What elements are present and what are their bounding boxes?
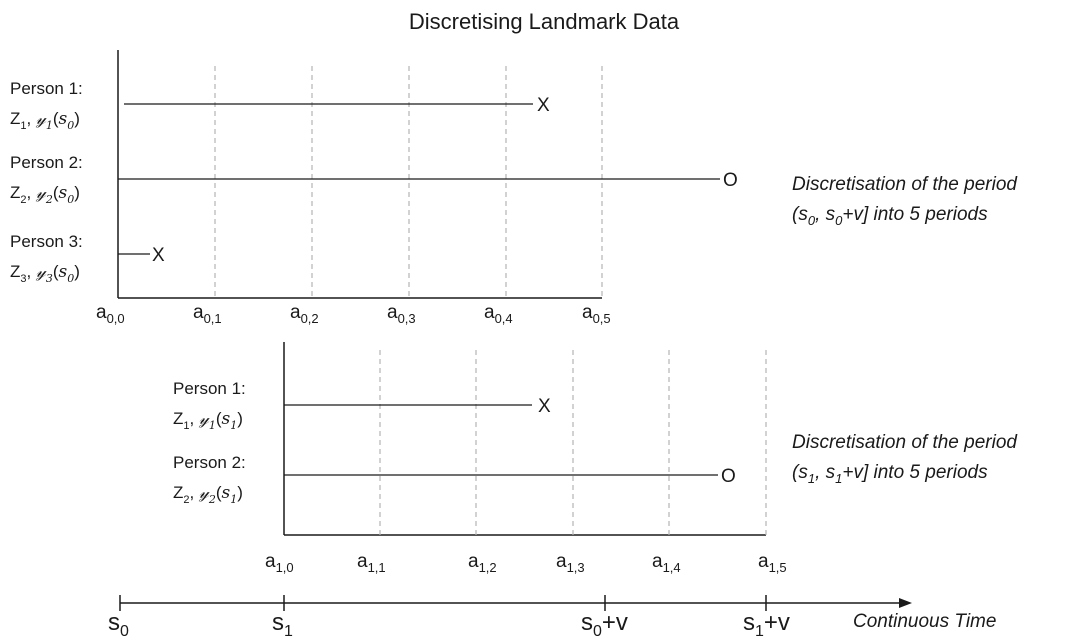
person-covariates: Z2, 𝓎2(s1) <box>173 483 243 506</box>
time-axis-label-s1-plus-v: s1+v <box>743 609 790 640</box>
panel-s0-person-1-outcome: X <box>537 95 550 116</box>
person-covariates: Z3, 𝓎3(s0) <box>10 262 80 285</box>
person-covariates: Z2, 𝓎2(s0) <box>10 183 80 206</box>
time-axis-label-s0-plus-v: s0+v <box>581 609 628 640</box>
panel-s0-person-3-outcome: X <box>152 245 165 266</box>
panel-s1-person-1-label: Person 1: Z1, 𝓎1(s1) <box>173 379 246 432</box>
panel-s0-note-line-1: Discretisation of the period <box>792 174 1018 195</box>
panel-s1-tick-label: a1,5 <box>758 551 787 575</box>
panel-s1-note-line-2: (s1, s1+v] into 5 periods <box>792 462 988 486</box>
panel-s0-person-2-outcome: O <box>723 170 738 191</box>
panel-s1-tick-label: a1,2 <box>468 551 497 575</box>
panel-s1-tick-label: a1,3 <box>556 551 585 575</box>
panel-s0-tick-label: a0,0 <box>96 302 125 326</box>
panel-s1-person-2-outcome: O <box>721 466 736 487</box>
panel-s1-tick-label: a1,0 <box>265 551 294 575</box>
time-axis-label-s0: s0 <box>108 609 129 640</box>
panel-s0-tick-label: a0,5 <box>582 302 611 326</box>
panel-s0-person-3-label: Person 3: Z3, 𝓎3(s0) <box>10 232 83 285</box>
person-covariates: Z1, 𝓎1(s1) <box>173 409 243 432</box>
panel-s0-note-line-2: (s0, s0+v] into 5 periods <box>792 204 988 228</box>
panel-s1-person-1-outcome: X <box>538 396 551 417</box>
time-axis-label-s1: s1 <box>272 609 293 640</box>
panel-s0-person-2-label: Person 2: Z2, 𝓎2(s0) <box>10 153 83 206</box>
panel-s0-tick-label: a0,3 <box>387 302 416 326</box>
panel-s1-tick-label: a1,4 <box>652 551 681 575</box>
time-axis-arrowhead <box>899 598 912 608</box>
panel-s0-tick-label: a0,4 <box>484 302 513 326</box>
person-covariates: Z1, 𝓎1(s0) <box>10 109 80 132</box>
panel-s0-person-1-label: Person 1: Z1, 𝓎1(s0) <box>10 79 83 132</box>
panel-s1-person-2-label: Person 2: Z2, 𝓎2(s1) <box>173 453 246 506</box>
person-heading: Person 2: <box>173 453 246 472</box>
panel-s0-tick-label: a0,1 <box>193 302 222 326</box>
panel-s1-tick-label: a1,1 <box>357 551 386 575</box>
person-heading: Person 1: <box>173 379 246 398</box>
panel-s0-tick-label: a0,2 <box>290 302 319 326</box>
time-axis-caption: Continuous Time <box>853 611 996 632</box>
person-heading: Person 3: <box>10 232 83 251</box>
person-heading: Person 2: <box>10 153 83 172</box>
panel-s1: Person 1: Z1, 𝓎1(s1) Person 2: Z2, 𝓎2(s1… <box>173 342 1018 575</box>
person-heading: Person 1: <box>10 79 83 98</box>
continuous-time-axis: s0 s1 s0+v s1+v Continuous Time <box>108 595 996 640</box>
panel-s0: Person 1: Z1, 𝓎1(s0) Person 2: Z2, 𝓎2(s0… <box>10 50 1018 326</box>
panel-s1-note-line-1: Discretisation of the period <box>792 432 1018 453</box>
diagram-title: Discretising Landmark Data <box>409 9 680 34</box>
